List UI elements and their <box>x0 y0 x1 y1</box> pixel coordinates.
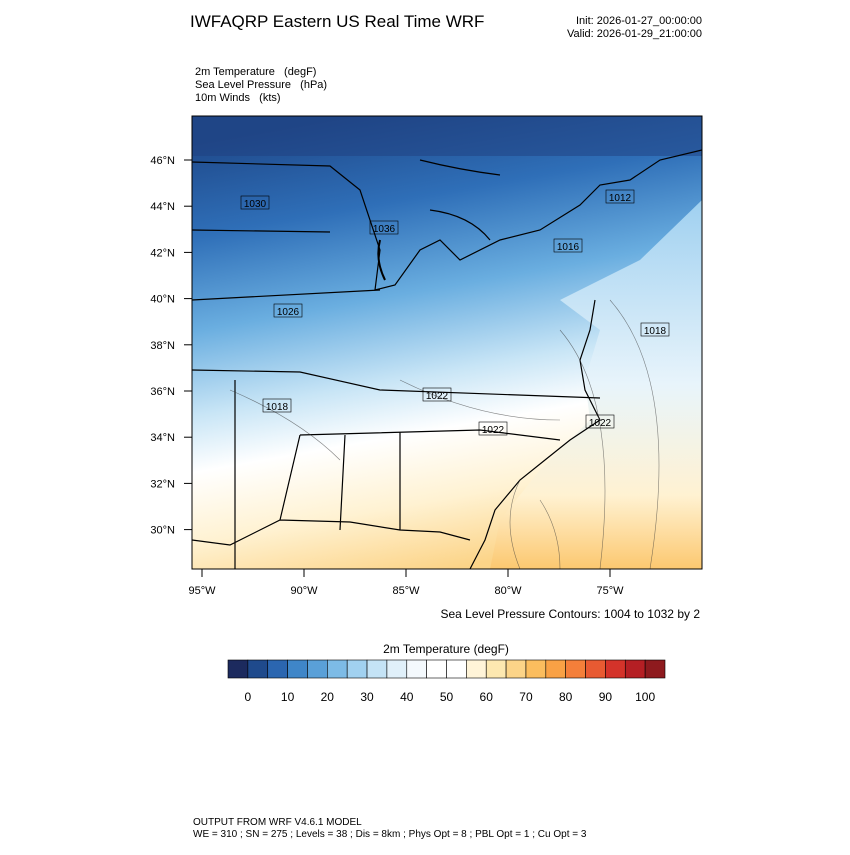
colorbar-label: 50 <box>440 690 454 704</box>
boundaries <box>192 149 702 569</box>
map-field: 1030 1036 1016 1012 1026 1018 1018 1022 1022 1022 <box>192 116 702 569</box>
colorbar-label: 100 <box>635 690 655 704</box>
pressure-label: 1026 <box>277 307 300 318</box>
pressure-label: 1030 <box>244 199 267 210</box>
colorbar-swatch <box>227 659 249 679</box>
footer-model: OUTPUT FROM WRF V4.6.1 MODEL <box>193 817 362 828</box>
colorbar-label: 80 <box>559 690 573 704</box>
init-time: Init: 2026-01-27_00:00:00 <box>576 15 702 27</box>
field-name: 10m Winds (kts) <box>195 92 281 104</box>
colorbar-swatch <box>585 659 606 679</box>
pressure-label-box <box>422 387 452 402</box>
colorbar-swatch <box>307 659 328 679</box>
colorbar-label: 0 <box>245 690 252 704</box>
pressure-label: 1022 <box>426 391 449 402</box>
colorbar-label: 10 <box>281 690 295 704</box>
colorbar-swatch <box>485 659 507 679</box>
pressure-label-box <box>605 189 635 204</box>
ocean-field <box>490 200 702 569</box>
colorbar-swatch <box>346 659 368 679</box>
colorbar-swatch <box>386 659 408 679</box>
colorbar-label: 70 <box>519 690 533 704</box>
colorbar-swatch <box>267 659 288 679</box>
colorbar-swatch <box>406 659 427 679</box>
pressure-label-box <box>369 220 399 235</box>
pressure-label-box <box>553 238 583 253</box>
colorbar-label: 40 <box>400 690 414 704</box>
pressure-label-box <box>585 414 615 429</box>
pressure-label: 1022 <box>589 418 612 429</box>
pressure-label-box <box>478 421 508 436</box>
lon-label: 95°W <box>188 585 216 597</box>
lon-label: 85°W <box>392 585 420 597</box>
title: IWFAQRP Eastern US Real Time WRF <box>190 12 484 31</box>
pressure-label: 1018 <box>644 326 667 337</box>
colorbar-swatch <box>287 659 308 679</box>
lat-label: 46°N <box>150 155 175 167</box>
colorbar-swatch <box>247 659 269 679</box>
colorbar-swatch <box>505 659 527 679</box>
footer-settings: WE = 310 ; SN = 275 ; Levels = 38 ; Dis … <box>193 829 587 840</box>
cold-region <box>192 116 702 156</box>
lon-label: 75°W <box>596 585 624 597</box>
colorbar-swatch <box>624 659 646 679</box>
pressure-label: 1012 <box>609 193 632 204</box>
colorbar-swatch <box>644 659 666 679</box>
lat-label: 44°N <box>150 201 175 213</box>
lat-label: 36°N <box>150 386 175 398</box>
field-name: Sea Level Pressure (hPa) <box>195 79 327 91</box>
lat-label: 38°N <box>150 340 175 352</box>
colorbar-label: 90 <box>599 690 613 704</box>
colorbar-swatch <box>545 659 566 679</box>
colorbar-swatch <box>525 659 547 679</box>
valid-time: Valid: 2026-01-29_21:00:00 <box>567 28 702 40</box>
colorbar-swatch <box>605 659 626 679</box>
pressure-label: 1022 <box>482 425 505 436</box>
colorbar-swatch <box>327 659 348 679</box>
map-frame <box>191 115 703 570</box>
colorbar-swatch <box>366 659 388 679</box>
contour-note: Sea Level Pressure Contours: 1004 to 103… <box>441 607 701 621</box>
lat-label: 40°N <box>150 294 175 306</box>
pressure-label: 1036 <box>373 224 396 235</box>
pressure-label-box <box>240 195 270 210</box>
lat-label: 32°N <box>150 478 175 490</box>
colorbar-swatch <box>426 659 447 679</box>
pressure-label: 1018 <box>266 402 289 413</box>
colorbar-swatch <box>446 659 467 679</box>
field-name: 2m Temperature (degF) <box>195 66 316 78</box>
colorbar-label: 60 <box>480 690 494 704</box>
colorbar-swatch <box>565 659 586 679</box>
colorbar-label: 30 <box>360 690 374 704</box>
lat-label: 34°N <box>150 432 175 444</box>
pressure-label: 1016 <box>557 242 580 253</box>
colorbar-title: 2m Temperature (degF) <box>383 642 509 656</box>
colorbar-label: 20 <box>321 690 335 704</box>
pressure-label-box <box>262 398 292 413</box>
lon-label: 90°W <box>290 585 318 597</box>
lat-label: 42°N <box>150 247 175 259</box>
pressure-contours <box>229 299 660 569</box>
pressure-label-box <box>273 303 303 318</box>
lat-label: 30°N <box>150 525 175 537</box>
colorbar-swatch <box>466 659 487 679</box>
lon-label: 80°W <box>494 585 522 597</box>
pressure-label-box <box>640 322 670 337</box>
